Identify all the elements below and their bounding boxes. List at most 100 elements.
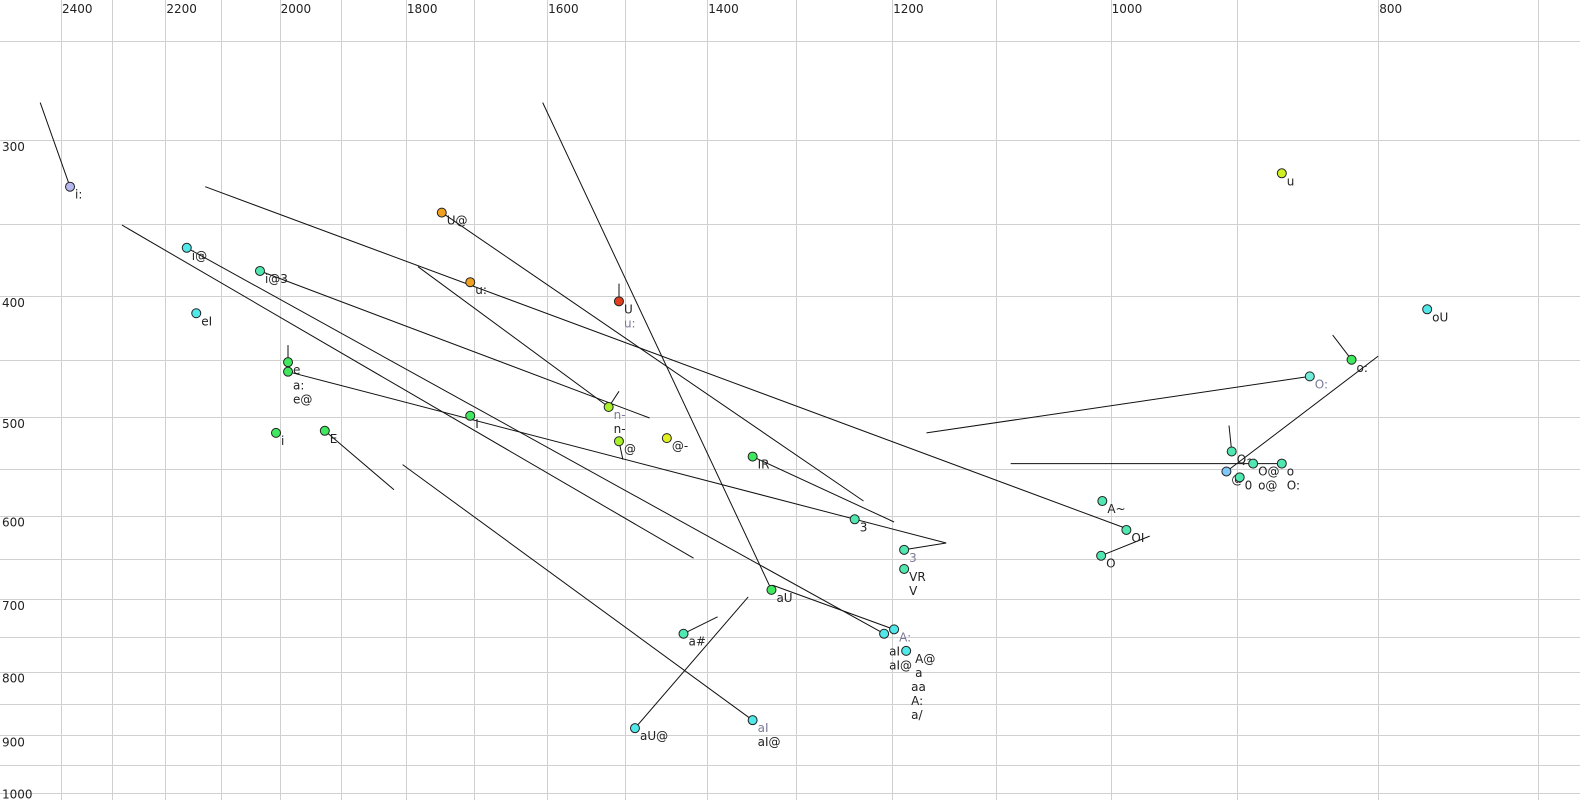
point-label: U: [624, 302, 633, 316]
point-label: u:: [475, 283, 487, 297]
vowel-point: i:: [65, 181, 82, 202]
x-tick-label: 1200: [893, 2, 924, 16]
point-marker: [849, 514, 860, 525]
point-label: o@: [1258, 479, 1277, 493]
point-label: aU: [776, 591, 792, 605]
vowel-point: VRV: [899, 563, 926, 598]
point-label: u:: [624, 316, 636, 330]
vowel-point: i@: [181, 242, 207, 263]
trajectory-line: [186, 247, 885, 635]
point-label: @: [624, 442, 636, 456]
point-label: 3: [909, 551, 917, 565]
trajectory-line: [772, 584, 895, 630]
point-marker: [1276, 168, 1287, 179]
point-label: O: [1106, 557, 1115, 571]
point-label: A:: [911, 694, 923, 708]
vowel-point: IR: [747, 451, 770, 472]
trajectory-line: [634, 596, 749, 729]
point-marker: [629, 723, 640, 734]
point-label: a:: [293, 379, 304, 393]
point-marker: [181, 242, 192, 253]
x-tick-label: 1000: [1112, 2, 1143, 16]
point-marker: [65, 181, 76, 192]
point-label: A@: [915, 652, 935, 666]
y-tick-label: 1000: [2, 788, 33, 800]
point-label: eI: [201, 314, 212, 328]
vowel-point: i: [271, 427, 284, 448]
trajectories: [39, 102, 1379, 729]
y-tick-label: 400: [2, 296, 25, 310]
vowel-point: U@: [436, 207, 468, 228]
y-tick-label: 300: [2, 140, 25, 154]
trajectory-line: [205, 186, 1131, 531]
trajectory-line: [542, 102, 772, 591]
point-label: aa: [911, 680, 926, 694]
point-marker: [613, 296, 624, 307]
vowel-point: eI: [191, 308, 212, 328]
x-tick-label: 2400: [62, 2, 93, 16]
point-marker: [1346, 354, 1357, 365]
vowel-point: 3: [849, 514, 868, 534]
vowel-point: u: [1276, 168, 1295, 188]
point-marker: [678, 628, 689, 639]
point-marker: [436, 207, 447, 218]
vowel-point: A~: [1097, 496, 1126, 516]
trajectory-line: [1100, 535, 1150, 557]
point-label: aU@: [640, 729, 668, 743]
point-marker: [191, 308, 202, 319]
vowel-point: oU: [1422, 304, 1448, 324]
point-marker: [1221, 466, 1232, 477]
point-marker: [1304, 371, 1315, 382]
trajectory-line: [259, 270, 650, 419]
trajectory-line: [441, 212, 864, 502]
x-tick-label: 800: [1379, 2, 1402, 16]
vowel-point: Uu:: [613, 296, 636, 330]
point-marker: [879, 628, 890, 639]
y-tick-label: 700: [2, 599, 25, 613]
point-label: 0: [1245, 478, 1253, 492]
y-tick-label: 800: [2, 672, 25, 686]
point-marker: [1234, 472, 1245, 483]
trajectory-line: [752, 456, 895, 523]
point-label: i: [281, 434, 284, 448]
point-marker: [613, 436, 624, 447]
point-label: e: [293, 363, 300, 377]
point-marker: [254, 265, 265, 276]
point-marker: [283, 357, 294, 368]
point-label: O:: [1315, 377, 1328, 391]
point-label: n-: [614, 408, 626, 422]
point-marker: [465, 277, 476, 288]
vowel-point: aU: [766, 584, 793, 605]
vowel-point: O@o@: [1248, 458, 1280, 493]
y-tick-label: 600: [2, 516, 25, 530]
vowel-point: O:: [1304, 371, 1328, 391]
trajectory-line: [1332, 334, 1352, 361]
y-tick-label: 500: [2, 417, 25, 431]
point-label: VR: [909, 570, 926, 584]
vowel-point: I: [465, 410, 479, 431]
point-marker: [1096, 550, 1107, 561]
vowel-point: u:: [465, 277, 487, 297]
point-label: A:: [899, 630, 911, 644]
trajectory-line: [683, 616, 718, 635]
trajectory-line: [926, 375, 1310, 434]
point-label: o:: [1357, 361, 1368, 375]
point-marker: [283, 366, 294, 377]
point-marker: [889, 624, 900, 635]
vowel-point: a:e@: [283, 366, 312, 407]
y-tick-label: 900: [2, 735, 25, 749]
point-marker: [766, 584, 777, 595]
point-label: 3: [860, 520, 868, 534]
vowel-point: @: [613, 436, 636, 456]
point-label: U@: [447, 214, 468, 228]
point-marker: [1097, 496, 1108, 507]
point-label: i:: [75, 188, 82, 202]
vowel-point: O: [1096, 550, 1116, 571]
point-label: u: [1287, 174, 1295, 188]
vowel-point: aU@: [629, 723, 668, 743]
point-marker: [901, 645, 912, 656]
point-marker: [603, 402, 614, 413]
point-label: o: [1287, 465, 1294, 479]
